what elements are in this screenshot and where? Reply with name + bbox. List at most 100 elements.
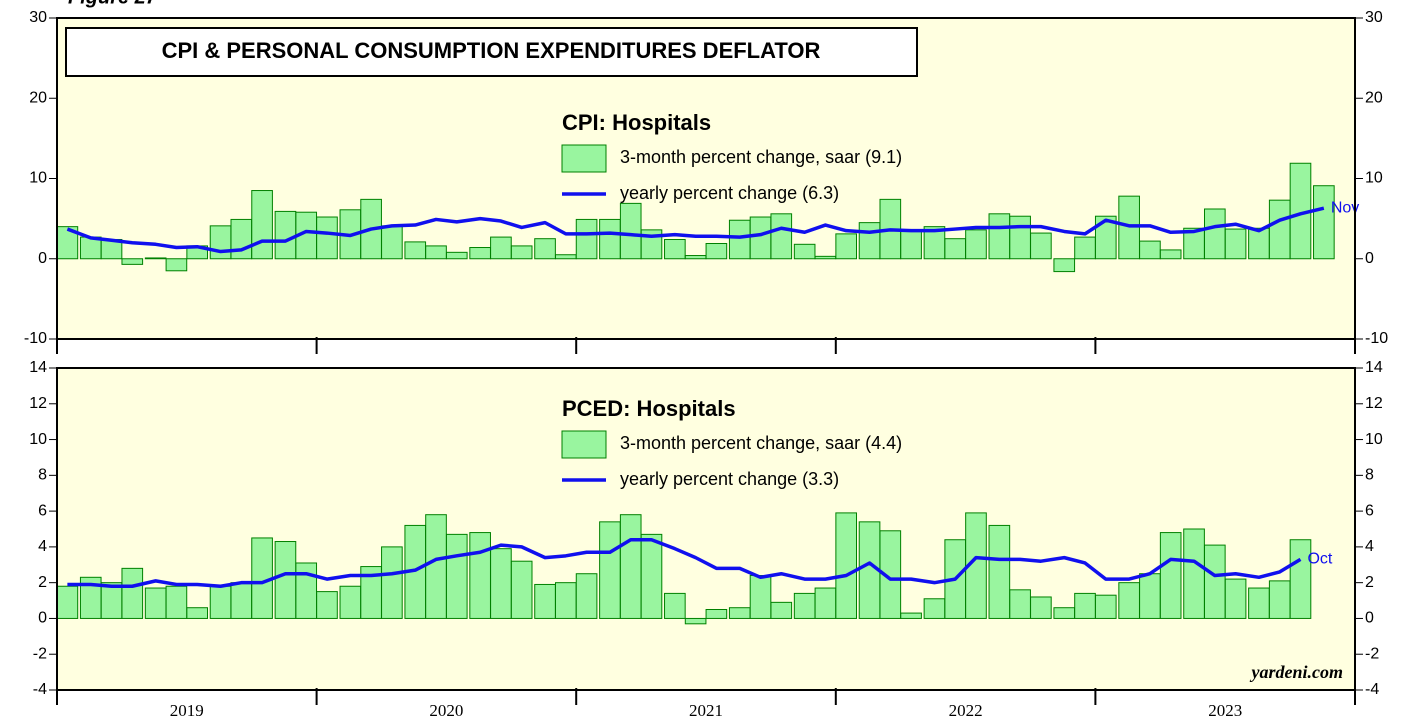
bar (1203, 208, 1226, 260)
bar (209, 225, 232, 260)
bar (814, 587, 837, 619)
bar (835, 233, 858, 260)
bar (186, 607, 209, 619)
bar (619, 202, 642, 260)
y-tick-label: 30 (1365, 9, 1383, 26)
bar (749, 216, 772, 260)
legend-label: yearly percent change (3.3) (620, 469, 839, 489)
bar (490, 236, 512, 260)
bar (534, 238, 556, 260)
bar (1053, 258, 1076, 273)
bar (1030, 232, 1052, 260)
y-tick-label: 0 (38, 250, 47, 267)
y-tick-label: 10 (29, 170, 47, 187)
bar (770, 601, 793, 619)
bar (858, 222, 881, 260)
bar (490, 548, 512, 619)
y-tick-label: 14 (1365, 359, 1383, 376)
bar (728, 607, 751, 619)
y-tick-label: -2 (33, 645, 47, 662)
y-tick-label: 10 (29, 431, 47, 448)
y-tick-label: 0 (38, 610, 47, 627)
bar (121, 258, 144, 265)
legend-swatch (561, 430, 607, 459)
bar (728, 219, 751, 260)
y-tick-label: 8 (1365, 467, 1374, 484)
bar (1159, 249, 1182, 260)
bar (339, 585, 362, 619)
bar (381, 546, 403, 619)
bar (684, 255, 707, 260)
bar (1094, 594, 1117, 619)
x-tick-label: 2022 (949, 701, 983, 720)
bar (144, 257, 167, 260)
y-tick-label: 0 (1365, 610, 1374, 627)
bar (1074, 236, 1096, 260)
bar (274, 210, 297, 260)
bar (664, 592, 686, 619)
end-label: Nov (1331, 199, 1359, 216)
bar (814, 255, 837, 260)
bar (554, 582, 577, 619)
line (67, 537, 1302, 588)
y-tick-label: -4 (1365, 681, 1379, 698)
y-tick-label: 10 (1365, 170, 1383, 187)
bar (619, 514, 642, 619)
figure-label: Figure 27 (68, 0, 158, 8)
bar (965, 229, 987, 260)
credit: yardeni.com (1250, 662, 1344, 682)
x-tick-label: 2021 (689, 701, 723, 720)
bar (1203, 544, 1226, 619)
bar (684, 617, 707, 625)
bar (1009, 589, 1031, 619)
bar (316, 216, 338, 260)
y-tick-label: 6 (1365, 502, 1374, 519)
bar (316, 591, 338, 619)
bar (988, 213, 1011, 260)
y-tick-label: 0 (1365, 250, 1374, 267)
bar (1248, 227, 1270, 260)
bar (534, 583, 556, 619)
panel-title: PCED: Hospitals (562, 396, 736, 421)
y-tick-label: -10 (24, 330, 47, 347)
bar (1074, 592, 1096, 619)
bar (445, 251, 468, 260)
y-tick-label: 6 (38, 502, 47, 519)
y-tick-label: 2 (38, 574, 47, 591)
bar (251, 190, 273, 260)
x-tick-label: 2020 (429, 701, 463, 720)
chart-title: CPI & PERSONAL CONSUMPTION EXPENDITURES … (162, 38, 821, 63)
y-tick-label: 8 (38, 467, 47, 484)
bar (835, 512, 858, 619)
legend-label: yearly percent change (6.3) (620, 183, 839, 203)
bar (1094, 215, 1117, 260)
y-tick-label: -4 (33, 681, 47, 698)
bar (510, 560, 533, 619)
bar (575, 218, 598, 260)
bar (599, 521, 621, 619)
y-tick-label: 14 (29, 359, 47, 376)
bar (1224, 228, 1247, 260)
bar (1289, 539, 1312, 619)
x-tick-label: 2019 (170, 701, 204, 720)
bar (1118, 582, 1140, 619)
x-tick-label: 2023 (1208, 701, 1242, 720)
bar (144, 587, 167, 619)
bar (121, 567, 144, 619)
bar (1224, 578, 1247, 619)
bar (165, 585, 188, 619)
bar (209, 585, 232, 619)
bar (445, 533, 468, 619)
panel-title: CPI: Hospitals (562, 110, 711, 135)
y-tick-label: 10 (1365, 431, 1383, 448)
bar (1268, 199, 1291, 260)
bar (575, 573, 598, 619)
bar (381, 225, 403, 260)
bar (404, 241, 427, 260)
bar (988, 524, 1011, 619)
bar (425, 514, 447, 619)
y-tick-label: -10 (1365, 330, 1388, 347)
bar (1139, 573, 1161, 619)
bar (900, 230, 922, 260)
